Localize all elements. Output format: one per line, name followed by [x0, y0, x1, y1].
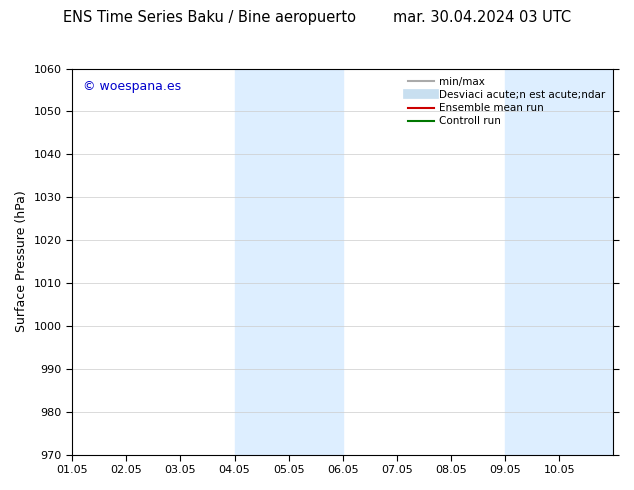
Legend: min/max, Desviaci acute;n est acute;ndar, Ensemble mean run, Controll run: min/max, Desviaci acute;n est acute;ndar…	[404, 74, 608, 129]
Text: ENS Time Series Baku / Bine aeropuerto        mar. 30.04.2024 03 UTC: ENS Time Series Baku / Bine aeropuerto m…	[63, 10, 571, 25]
Text: © woespana.es: © woespana.es	[83, 80, 181, 93]
Y-axis label: Surface Pressure (hPa): Surface Pressure (hPa)	[15, 191, 28, 333]
Bar	[235, 69, 343, 455]
Bar	[505, 69, 614, 455]
